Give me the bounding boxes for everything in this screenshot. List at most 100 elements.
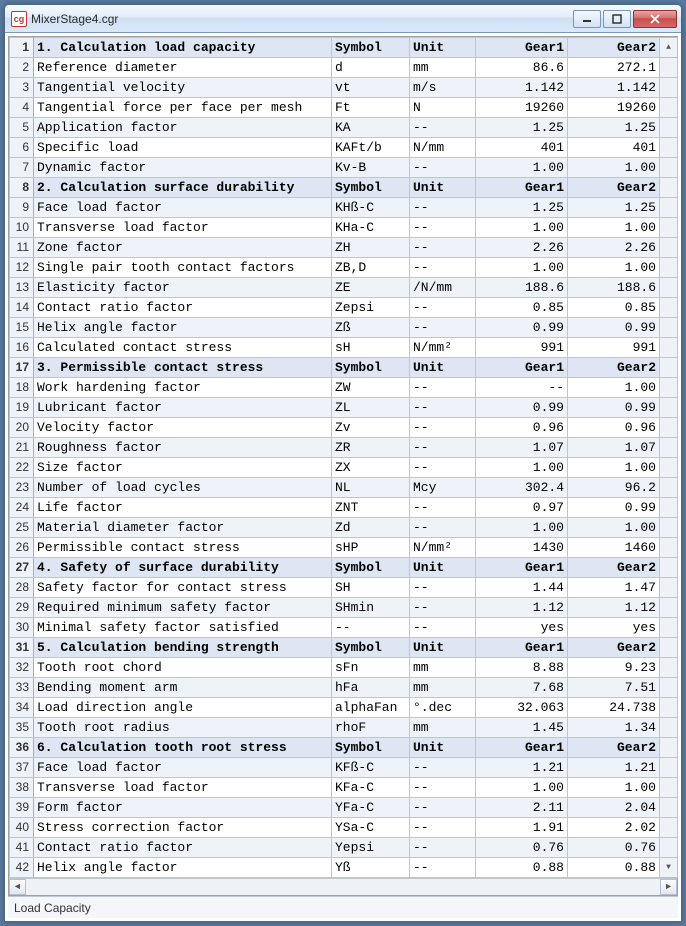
table-row[interactable]: 366. Calculation tooth root stressSymbol… <box>10 738 678 758</box>
cell-gear2[interactable]: 0.96 <box>568 418 660 438</box>
cell-description[interactable]: Tangential force per face per mesh <box>34 98 332 118</box>
cell-gear2[interactable]: 7.51 <box>568 678 660 698</box>
table-row[interactable]: 10Transverse load factorKHa-C--1.001.00 <box>10 218 678 238</box>
scroll-right-icon[interactable]: ► <box>660 879 677 895</box>
cell-gear2[interactable]: 1.12 <box>568 598 660 618</box>
cell-gear1[interactable]: 1.21 <box>476 758 568 778</box>
cell-description[interactable]: Helix angle factor <box>34 318 332 338</box>
cell-gear2[interactable]: 1.00 <box>568 258 660 278</box>
cell-unit[interactable]: mm <box>410 678 476 698</box>
cell-description[interactable]: Calculated contact stress <box>34 338 332 358</box>
cell-gear2[interactable]: 0.99 <box>568 398 660 418</box>
cell-gear1[interactable]: 188.6 <box>476 278 568 298</box>
cell-gear1[interactable]: 1.00 <box>476 258 568 278</box>
cell-symbol[interactable]: ZX <box>332 458 410 478</box>
cell-gear1[interactable]: 1430 <box>476 538 568 558</box>
table-row[interactable]: 41Contact ratio factorYepsi--0.760.76 <box>10 838 678 858</box>
table-row[interactable]: 37Face load factorKFß-C--1.211.21 <box>10 758 678 778</box>
close-button[interactable] <box>633 10 677 28</box>
cell-gear2[interactable]: 0.99 <box>568 498 660 518</box>
table-row[interactable]: 42Helix angle factorYß--0.880.88▼ <box>10 858 678 878</box>
cell-symbol[interactable]: Yß <box>332 858 410 878</box>
cell-unit[interactable]: mm <box>410 58 476 78</box>
cell-symbol[interactable]: Ft <box>332 98 410 118</box>
cell-unit[interactable]: -- <box>410 318 476 338</box>
cell-gear1[interactable]: 0.85 <box>476 298 568 318</box>
cell-gear2[interactable]: 2.04 <box>568 798 660 818</box>
cell-symbol[interactable]: sFn <box>332 658 410 678</box>
cell-symbol[interactable]: KAFt/b <box>332 138 410 158</box>
cell-unit[interactable]: -- <box>410 218 476 238</box>
table-row[interactable]: 35Tooth root radiusrhoFmm1.451.34 <box>10 718 678 738</box>
cell-gear1[interactable]: 32.063 <box>476 698 568 718</box>
row-number[interactable]: 6 <box>10 138 34 158</box>
cell-description[interactable]: 2. Calculation surface durability <box>34 178 332 198</box>
cell-symbol[interactable]: Symbol <box>332 358 410 378</box>
row-number[interactable]: 5 <box>10 118 34 138</box>
row-number[interactable]: 12 <box>10 258 34 278</box>
cell-unit[interactable]: /N/mm <box>410 278 476 298</box>
cell-gear2[interactable]: 0.76 <box>568 838 660 858</box>
table-row[interactable]: 28Safety factor for contact stressSH--1.… <box>10 578 678 598</box>
row-number[interactable]: 13 <box>10 278 34 298</box>
maximize-button[interactable] <box>603 10 631 28</box>
cell-unit[interactable]: -- <box>410 298 476 318</box>
cell-description[interactable]: 5. Calculation bending strength <box>34 638 332 658</box>
cell-description[interactable]: Application factor <box>34 118 332 138</box>
cell-unit[interactable]: °.dec <box>410 698 476 718</box>
cell-unit[interactable]: N/mm² <box>410 338 476 358</box>
row-number[interactable]: 31 <box>10 638 34 658</box>
cell-gear2[interactable]: Gear2 <box>568 558 660 578</box>
table-row[interactable]: 82. Calculation surface durabilitySymbol… <box>10 178 678 198</box>
cell-description[interactable]: Number of load cycles <box>34 478 332 498</box>
cell-symbol[interactable]: Symbol <box>332 558 410 578</box>
table-row[interactable]: 38Transverse load factorKFa-C--1.001.00 <box>10 778 678 798</box>
table-row[interactable]: 22Size factorZX--1.001.00 <box>10 458 678 478</box>
cell-gear1[interactable]: yes <box>476 618 568 638</box>
cell-unit[interactable]: -- <box>410 518 476 538</box>
row-number[interactable]: 23 <box>10 478 34 498</box>
cell-gear1[interactable]: Gear1 <box>476 178 568 198</box>
row-number[interactable]: 19 <box>10 398 34 418</box>
cell-gear2[interactable]: 1.47 <box>568 578 660 598</box>
cell-unit[interactable]: Unit <box>410 638 476 658</box>
cell-unit[interactable]: -- <box>410 418 476 438</box>
cell-description[interactable]: Required minimum safety factor <box>34 598 332 618</box>
row-number[interactable]: 42 <box>10 858 34 878</box>
cell-gear2[interactable]: 0.88 <box>568 858 660 878</box>
cell-unit[interactable]: Unit <box>410 738 476 758</box>
cell-gear1[interactable]: 0.97 <box>476 498 568 518</box>
cell-gear1[interactable]: 1.00 <box>476 518 568 538</box>
table-row[interactable]: 39Form factorYFa-C--2.112.04 <box>10 798 678 818</box>
cell-unit[interactable]: -- <box>410 578 476 598</box>
row-number[interactable]: 4 <box>10 98 34 118</box>
cell-unit[interactable]: -- <box>410 618 476 638</box>
row-number[interactable]: 37 <box>10 758 34 778</box>
table-row[interactable]: 19Lubricant factorZL--0.990.99 <box>10 398 678 418</box>
cell-symbol[interactable]: ZE <box>332 278 410 298</box>
cell-symbol[interactable]: alphaFan <box>332 698 410 718</box>
cell-description[interactable]: Reference diameter <box>34 58 332 78</box>
cell-gear1[interactable]: Gear1 <box>476 358 568 378</box>
cell-symbol[interactable]: -- <box>332 618 410 638</box>
cell-description[interactable]: Lubricant factor <box>34 398 332 418</box>
cell-gear1[interactable]: Gear1 <box>476 638 568 658</box>
cell-gear2[interactable]: 1.07 <box>568 438 660 458</box>
cell-gear1[interactable]: 1.00 <box>476 218 568 238</box>
table-row[interactable]: 29Required minimum safety factorSHmin--1… <box>10 598 678 618</box>
row-number[interactable]: 3 <box>10 78 34 98</box>
cell-unit[interactable]: -- <box>410 778 476 798</box>
cell-gear1[interactable]: 1.142 <box>476 78 568 98</box>
cell-description[interactable]: Work hardening factor <box>34 378 332 398</box>
cell-unit[interactable]: mm <box>410 718 476 738</box>
cell-unit[interactable]: Unit <box>410 178 476 198</box>
cell-description[interactable]: Life factor <box>34 498 332 518</box>
cell-gear2[interactable]: 0.99 <box>568 318 660 338</box>
cell-gear2[interactable]: 272.1 <box>568 58 660 78</box>
row-number[interactable]: 35 <box>10 718 34 738</box>
cell-gear1[interactable]: 0.99 <box>476 398 568 418</box>
row-number[interactable]: 38 <box>10 778 34 798</box>
cell-symbol[interactable]: YSa-C <box>332 818 410 838</box>
table-row[interactable]: 173. Permissible contact stressSymbolUni… <box>10 358 678 378</box>
row-number[interactable]: 40 <box>10 818 34 838</box>
